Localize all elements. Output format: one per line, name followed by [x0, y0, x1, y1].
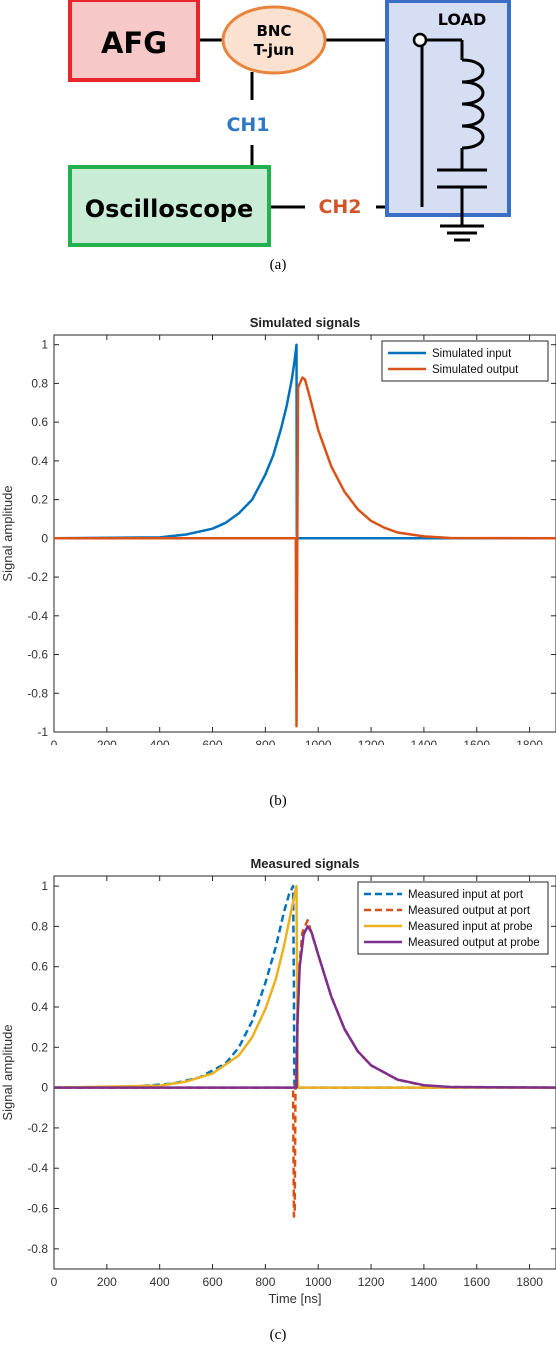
x-tick-label: 1600 — [463, 1275, 490, 1289]
junction-node — [412, 32, 428, 48]
y-tick-label: -0.6 — [27, 648, 48, 662]
x-tick-label: 400 — [150, 1275, 170, 1289]
ch2-label: CH2 — [318, 196, 361, 218]
y-tick-label: 0 — [41, 531, 48, 545]
x-tick-label: 0 — [51, 738, 58, 745]
y-tick-label: 0.6 — [31, 960, 48, 974]
x-tick-label: 1400 — [411, 1275, 438, 1289]
y-tick-label: 0.8 — [31, 919, 48, 933]
y-tick-label: -0.8 — [27, 1242, 48, 1256]
x-tick-label: 1400 — [411, 738, 438, 745]
x-axis-label: Time [ns] — [269, 1291, 322, 1306]
caption-c: (c) — [269, 1327, 287, 1343]
y-tick-label: 0.2 — [31, 493, 48, 507]
simulated-signals-chart: Simulated signals 0 200 400 600 800 1000 1200 14… — [0, 315, 556, 745]
y-tick-label: 0.6 — [31, 415, 48, 429]
y-tick-label: 1 — [41, 879, 48, 893]
caption-a: (a) — [269, 257, 287, 273]
y-tick-label: -0.8 — [27, 686, 48, 700]
y-axis-label: Signal amplitude — [0, 485, 15, 581]
caption-b: (b) — [269, 793, 287, 809]
x-tick-label: 0 — [51, 1275, 58, 1289]
x-tick-label: 1000 — [305, 738, 332, 745]
legend — [381, 340, 549, 382]
legend-label: Measured output at port — [408, 905, 531, 917]
bnc-tjunction: BNC T-jun — [221, 5, 327, 75]
legend-label: Measured input at port — [408, 889, 524, 901]
series-line-simulated-input — [54, 343, 556, 540]
y-tick-label: 0.4 — [31, 454, 48, 468]
setup-diagram: AFG BNC T-jun CH1 Oscilloscope CH2 LOAD — [68, 0, 511, 247]
afg-label: AFG — [101, 26, 167, 60]
x-tick-label: 600 — [203, 1275, 223, 1289]
load-label: LOAD — [438, 10, 486, 29]
x-tick-label: 600 — [203, 738, 223, 745]
chart-title: Simulated signals — [250, 315, 361, 330]
y-tick-label: 0 — [41, 1081, 48, 1095]
x-tick-label: 1200 — [358, 1275, 385, 1289]
x-tick-label: 400 — [150, 738, 170, 745]
y-tick-label: 1 — [41, 338, 48, 352]
x-tick-label: 200 — [97, 738, 117, 745]
y-tick-label: -0.2 — [27, 1121, 48, 1135]
y-tick-label: -1 — [37, 725, 48, 739]
legend-label: Simulated input — [432, 348, 512, 360]
afg-block: AFG — [68, 0, 200, 82]
y-axis-label: Signal amplitude — [0, 1024, 15, 1120]
y-tick-label: 0.4 — [31, 1000, 48, 1014]
plot-area — [53, 334, 556, 733]
bnc-label-line2: T-jun — [254, 41, 295, 59]
ground-icon — [440, 224, 484, 242]
x-tick-label: 200 — [97, 1275, 117, 1289]
y-tick-label: -0.4 — [27, 609, 48, 623]
legend-label: Measured input at probe — [408, 921, 533, 933]
x-tick-label: 1800 — [516, 1275, 543, 1289]
x-tick-label: 1800 — [516, 738, 543, 745]
y-tick-label: 0.8 — [31, 376, 48, 390]
oscilloscope-label: Oscilloscope — [85, 195, 254, 223]
load-block: LOAD — [385, 0, 511, 226]
x-tick-label: 800 — [255, 1275, 275, 1289]
series-line-simulated-output — [54, 376, 556, 728]
y-tick-label: -0.4 — [27, 1161, 48, 1175]
y-tick-label: -0.2 — [27, 570, 48, 584]
oscilloscope-block: Oscilloscope — [68, 165, 271, 247]
x-tick-label: 800 — [255, 738, 275, 745]
y-tick-label: 0.2 — [31, 1040, 48, 1054]
x-tick-label: 1600 — [463, 738, 490, 745]
ch1-label: CH1 — [226, 114, 269, 136]
legend-label: Simulated output — [432, 364, 519, 376]
x-tick-label: 1000 — [305, 1275, 332, 1289]
bnc-label-line1: BNC — [257, 22, 292, 40]
series-line-measured-output-at-probe — [54, 925, 556, 1089]
measured-signals-chart: Measured signals 0 200 400 600 800 1000 1200 140… — [0, 856, 556, 1306]
x-tick-label: 1200 — [358, 738, 385, 745]
legend-label: Measured output at probe — [408, 937, 540, 949]
inductor-icon — [461, 58, 485, 150]
y-tick-label: -0.6 — [27, 1202, 48, 1216]
chart-title: Measured signals — [250, 856, 359, 871]
